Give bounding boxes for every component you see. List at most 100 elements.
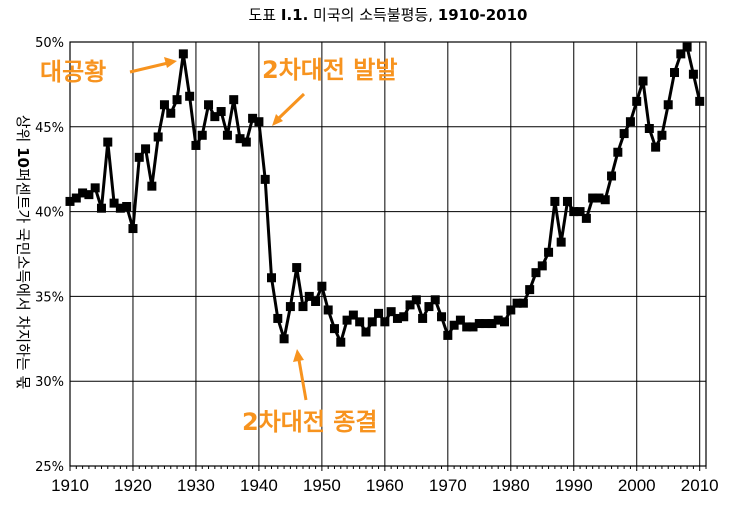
data-point — [279, 334, 289, 344]
data-point — [462, 322, 472, 332]
data-point — [531, 268, 541, 278]
data-point — [481, 319, 491, 329]
x-tick-label: 2000 — [618, 476, 656, 495]
data-point — [78, 188, 88, 198]
data-point — [235, 134, 245, 144]
plot-frame — [69, 41, 707, 467]
data-point — [260, 174, 270, 184]
data-point — [298, 302, 308, 312]
data-point — [518, 298, 528, 308]
x-tick-label: 2010 — [681, 476, 719, 495]
data-point — [185, 91, 195, 101]
data-point — [109, 198, 119, 208]
data-point — [248, 113, 258, 123]
data-point — [122, 202, 132, 212]
data-point — [544, 247, 554, 257]
data-point — [172, 95, 182, 105]
data-point — [317, 281, 327, 291]
data-point — [525, 285, 535, 295]
y-label-b: 퍼센트가 국민소득에서 차지하는 몫 — [14, 168, 32, 389]
data-point — [695, 96, 705, 106]
annotation-ww2-start: 2차대전 발발 — [262, 56, 397, 84]
arrow-ww2-start-head — [272, 114, 283, 126]
data-point — [663, 100, 673, 110]
title-bold-a: I.1. — [281, 6, 308, 24]
arrow-ww2-end-head — [293, 349, 304, 362]
data-point — [499, 317, 509, 327]
data-point — [512, 298, 522, 308]
data-point — [411, 295, 421, 305]
data-point — [292, 263, 302, 273]
x-tick-label: 1940 — [240, 476, 278, 495]
data-point — [625, 117, 635, 127]
data-point — [159, 100, 169, 110]
data-point — [304, 291, 314, 301]
data-point — [90, 183, 100, 193]
data-point — [613, 147, 623, 157]
y-tick-label: 50% — [35, 36, 64, 51]
data-point — [424, 302, 434, 312]
y-tick-label: 40% — [35, 206, 64, 221]
y-axis-label: 상위 10퍼센트가 국민소득에서 차지하는 몫 — [14, 115, 32, 390]
data-point — [430, 295, 440, 305]
data-point — [562, 196, 572, 206]
data-point — [204, 100, 214, 110]
data-point — [600, 195, 610, 205]
data-point — [468, 322, 478, 332]
data-point — [688, 69, 698, 79]
data-point — [437, 312, 447, 322]
data-point — [216, 107, 226, 117]
data-point — [84, 190, 94, 200]
y-tick-label: 30% — [35, 375, 64, 390]
data-point — [323, 305, 333, 315]
title-bold-b: 1910-2010 — [438, 6, 528, 24]
data-point — [342, 315, 352, 325]
data-point — [96, 203, 106, 213]
x-tick-label: 1950 — [303, 476, 341, 495]
data-point — [569, 207, 579, 217]
data-point — [399, 312, 409, 322]
data-point — [141, 144, 151, 154]
data-point — [392, 313, 402, 323]
data-point — [449, 320, 459, 330]
x-tick-label: 1970 — [429, 476, 467, 495]
arrow-great-depression-head — [164, 57, 177, 68]
x-tick-label: 1910 — [51, 476, 89, 495]
data-point — [556, 237, 566, 247]
data-point — [128, 224, 138, 234]
data-point — [537, 261, 547, 271]
data-point — [210, 112, 220, 122]
data-point — [594, 193, 604, 203]
annotation-great-depression: 대공황 — [40, 58, 106, 86]
data-point — [103, 137, 113, 147]
data-point — [241, 137, 251, 147]
data-point — [267, 273, 277, 283]
data-point — [651, 142, 661, 152]
x-tick-label: 1960 — [366, 476, 404, 495]
data-point — [115, 203, 125, 213]
data-point — [588, 193, 598, 203]
data-point — [329, 324, 339, 334]
data-point — [487, 319, 497, 329]
data-point — [670, 68, 680, 78]
data-point — [443, 330, 453, 340]
data-point — [619, 129, 629, 139]
title-prefix: 도표 — [248, 6, 280, 24]
y-label-a: 상위 — [14, 115, 32, 147]
x-tick-labels: 1910 1920 1930 1940 1950 1960 1970 1980 1990 2000… — [51, 476, 719, 495]
data-point — [153, 132, 163, 142]
data-point — [147, 181, 157, 191]
data-point — [355, 317, 365, 327]
data-point — [197, 130, 207, 140]
annotations: 대공황 2차대전 발발 2차대전 종결 — [40, 56, 397, 436]
y-tick-label: 25% — [35, 460, 64, 475]
data-point — [607, 171, 617, 181]
data-point — [374, 308, 384, 318]
axes — [69, 41, 707, 471]
data-point — [575, 207, 585, 217]
data-point — [632, 96, 642, 106]
data-point — [348, 310, 358, 320]
data-point — [254, 117, 264, 127]
data-point — [222, 130, 232, 140]
